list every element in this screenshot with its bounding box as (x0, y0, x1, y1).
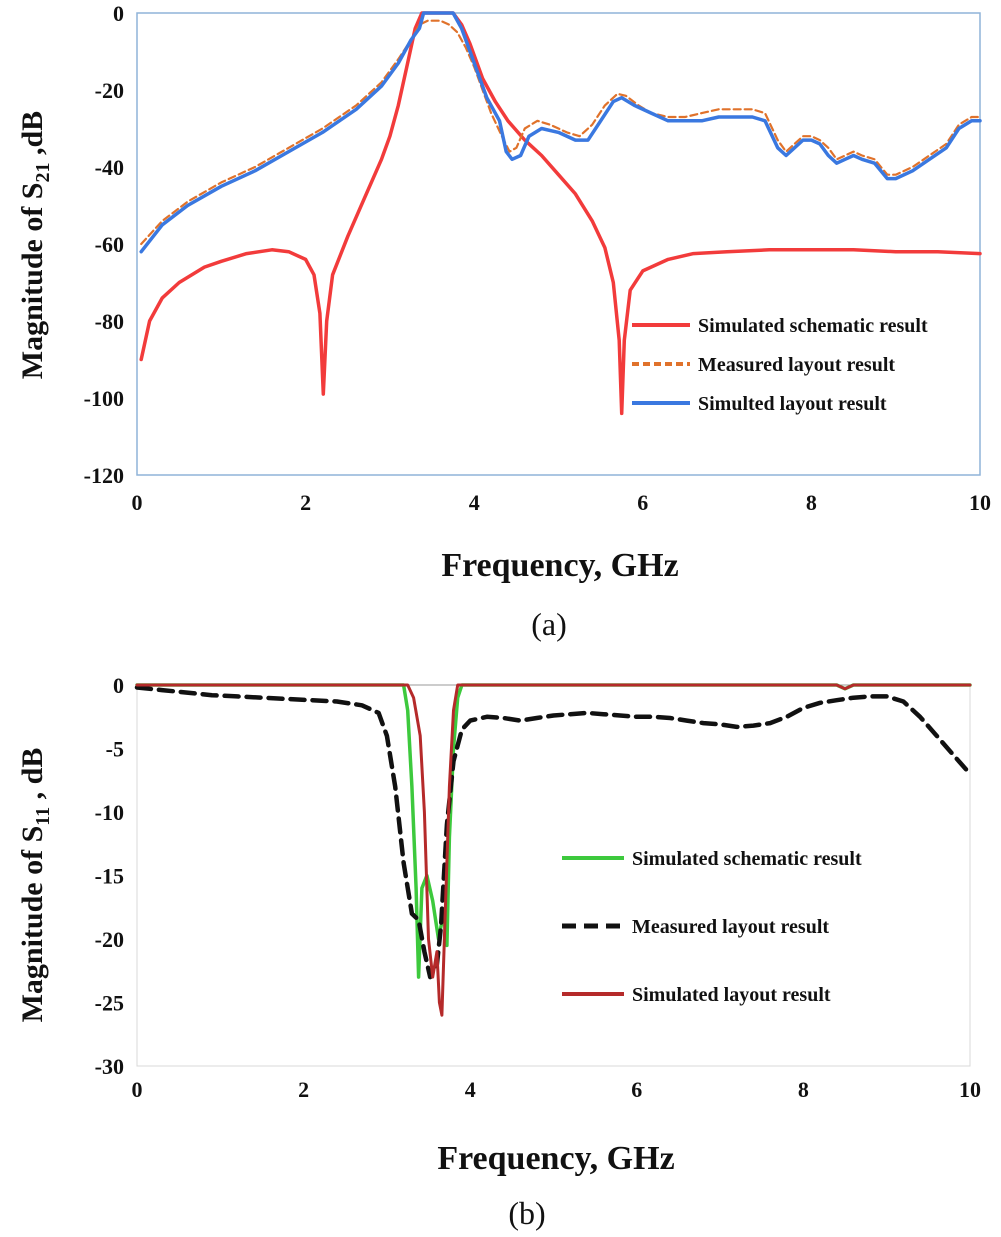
x-tick-label-b-3: 6 (631, 1077, 642, 1102)
y-axis-title-a-sub: 21 (32, 163, 54, 183)
x-tick-label-a-5: 10 (969, 490, 991, 515)
series-line-a-0 (139, 11, 982, 416)
y-tick-label-b-6: -30 (95, 1054, 124, 1079)
y-axis-title-a-unit: ,dB (16, 111, 49, 163)
y-axis-title-a-main: Magnitude of S (16, 183, 49, 380)
series-group-b (134, 683, 973, 1017)
legend-label-b-2: Simulated layout result (632, 984, 831, 1006)
x-tick-label-a-2: 4 (469, 490, 480, 515)
panel-label-a: (a) (531, 606, 567, 642)
x-tick-label-b-1: 2 (298, 1077, 309, 1102)
legend-label-b-0: Simulated schematic result (632, 848, 862, 870)
y-tick-label-b-5: -25 (95, 991, 124, 1016)
legend-label-a-2: Simulted layout result (698, 393, 887, 415)
series-group-a (139, 11, 982, 416)
x-tick-label-b-4: 8 (798, 1077, 809, 1102)
axes-a: 0 2 4 6 8 10 0 -20 -40 -60 -80 -100 -120 (84, 1, 991, 515)
chart-panel-b: 0 2 4 6 8 10 0 -5 -10 -15 -20 -25 -30 Simulated sche… (16, 673, 981, 1231)
x-tick-label-b-2: 4 (465, 1077, 476, 1102)
y-tick-label-b-0: 0 (113, 673, 124, 698)
y-tick-label-a-0: 0 (113, 1, 124, 26)
y-axis-title-b: Magnitude of S11 , dB (16, 748, 54, 1023)
x-tick-label-a-0: 0 (132, 490, 143, 515)
y-tick-label-a-1: -20 (95, 78, 124, 103)
chart-panel-a: 0 2 4 6 8 10 0 -20 -40 -60 -80 -100 -120 Simulated s… (16, 1, 991, 642)
y-tick-label-a-4: -80 (95, 309, 124, 334)
y-tick-label-b-2: -10 (95, 800, 124, 825)
x-tick-label-b-5: 10 (959, 1077, 981, 1102)
x-tick-label-a-1: 2 (300, 490, 311, 515)
x-axis-title-a: Frequency, GHz (441, 547, 678, 584)
y-tick-label-b-4: -20 (95, 927, 124, 952)
y-tick-label-b-1: -5 (106, 737, 124, 762)
x-tick-label-a-3: 6 (637, 490, 648, 515)
legend-b: Simulated schematic result Measured layou… (562, 848, 862, 1006)
y-tick-label-a-5: -100 (84, 386, 124, 411)
series-line-a-2 (139, 11, 982, 254)
y-axis-title-b-main: Magnitude of S (16, 826, 49, 1023)
legend-label-a-0: Simulated schematic result (698, 315, 928, 337)
plot-area-a (136, 12, 981, 476)
legend-a: Simulated schematic result Measured layou… (632, 315, 928, 415)
y-axis-title-a: Magnitude of S21 ,dB (16, 111, 54, 379)
x-axis-title-b: Frequency, GHz (437, 1140, 674, 1177)
y-tick-label-a-6: -120 (84, 463, 124, 488)
y-axis-title-b-sub: 11 (32, 807, 54, 826)
y-tick-label-a-2: -40 (95, 155, 124, 180)
y-axis-title-b-unit: , dB (16, 748, 49, 807)
legend-label-a-1: Measured layout result (698, 354, 895, 376)
panel-label-b: (b) (508, 1195, 545, 1231)
y-tick-label-a-3: -60 (95, 232, 124, 257)
y-tick-label-b-3: -15 (95, 864, 124, 889)
x-tick-label-a-4: 8 (806, 490, 817, 515)
series-line-b-2 (135, 683, 972, 1017)
x-tick-label-b-0: 0 (132, 1077, 143, 1102)
plot-area-b (136, 684, 971, 1067)
series-line-b-1 (134, 685, 973, 980)
legend-label-b-1: Measured layout result (632, 916, 829, 938)
